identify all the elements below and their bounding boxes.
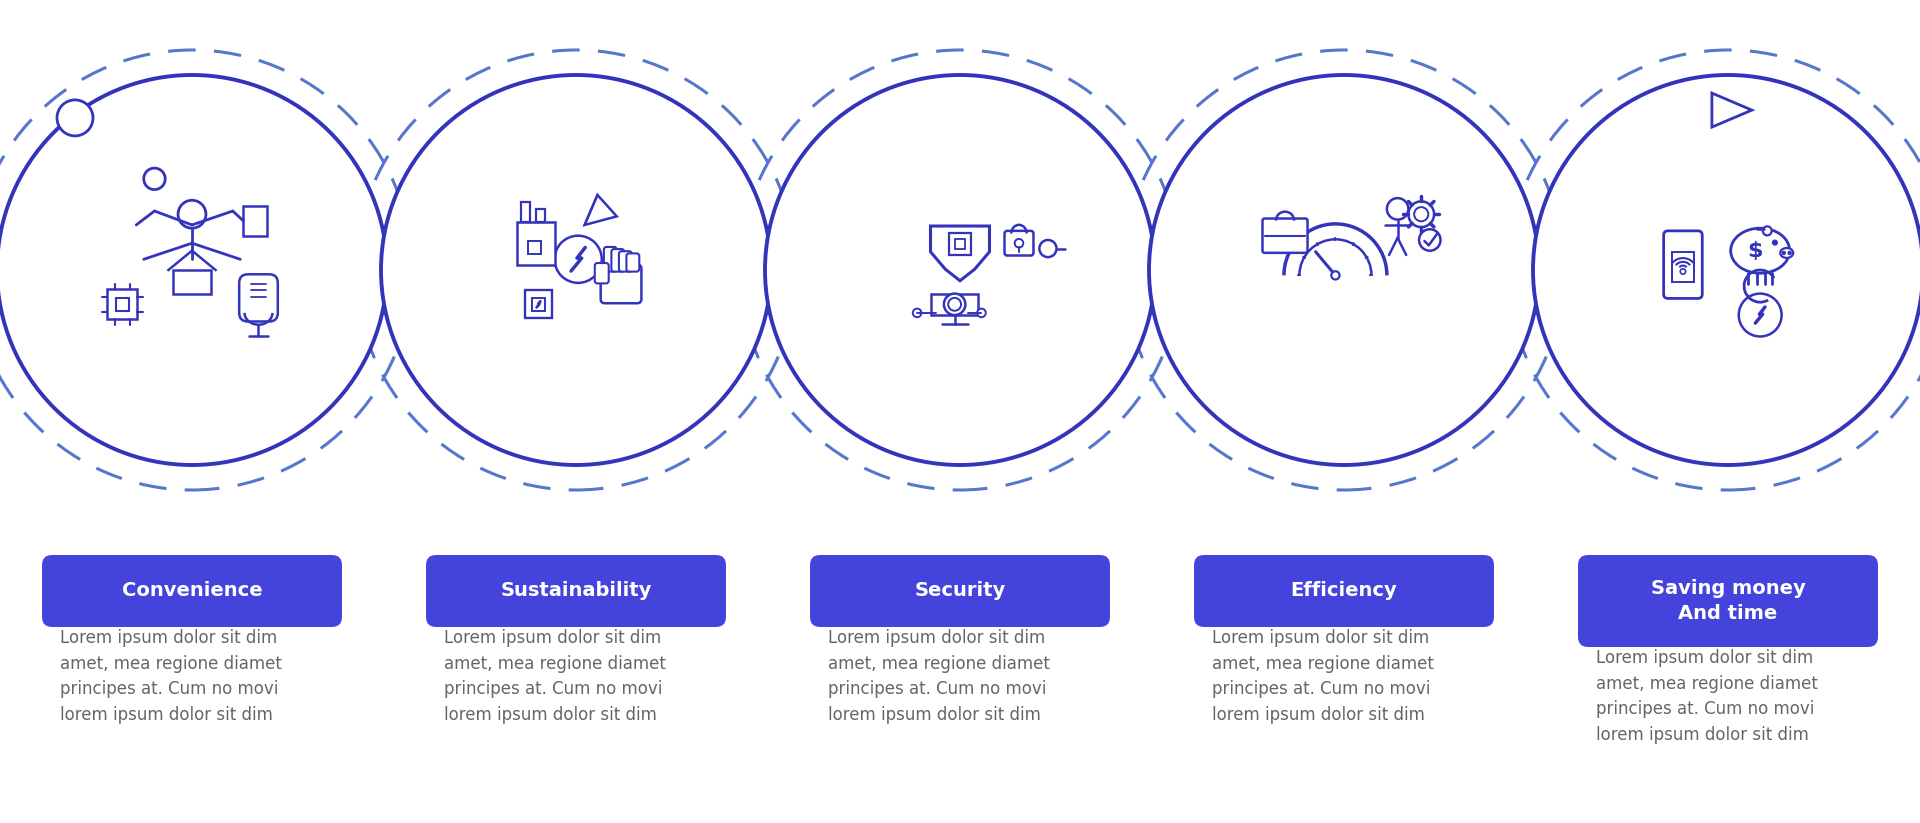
Ellipse shape [1763, 226, 1772, 235]
Circle shape [1014, 239, 1023, 248]
Circle shape [179, 200, 205, 228]
Circle shape [1419, 230, 1440, 251]
Circle shape [912, 309, 922, 317]
FancyBboxPatch shape [42, 555, 342, 627]
Circle shape [1772, 240, 1778, 245]
Polygon shape [1713, 93, 1751, 127]
Bar [173, 270, 211, 294]
Polygon shape [60, 270, 324, 411]
Ellipse shape [1780, 248, 1793, 258]
Polygon shape [584, 195, 616, 225]
Polygon shape [831, 270, 1096, 407]
FancyBboxPatch shape [810, 555, 1110, 627]
Text: Sustainability: Sustainability [501, 582, 651, 601]
FancyBboxPatch shape [1263, 219, 1308, 253]
Bar [536, 209, 545, 221]
Circle shape [555, 235, 601, 283]
Text: Saving money
And time: Saving money And time [1651, 579, 1805, 623]
FancyBboxPatch shape [605, 247, 616, 272]
Text: Efficiency: Efficiency [1290, 582, 1398, 601]
FancyBboxPatch shape [611, 249, 624, 272]
Circle shape [948, 298, 962, 311]
Polygon shape [1703, 129, 1868, 411]
Text: Security: Security [914, 582, 1006, 601]
FancyBboxPatch shape [1578, 555, 1878, 647]
Polygon shape [1208, 270, 1484, 411]
Circle shape [1409, 202, 1434, 227]
FancyBboxPatch shape [240, 274, 278, 322]
Bar [954, 239, 966, 249]
Text: Lorem ipsum dolor sit dim
amet, mea regione diamet
principes at. Cum no movi
lor: Lorem ipsum dolor sit dim amet, mea regi… [1596, 649, 1818, 744]
Circle shape [1782, 252, 1786, 254]
Circle shape [58, 100, 92, 136]
Bar [1672, 252, 1693, 282]
FancyBboxPatch shape [1194, 555, 1494, 627]
FancyBboxPatch shape [618, 251, 632, 272]
Circle shape [0, 75, 388, 465]
Bar [244, 206, 267, 235]
Bar [532, 298, 545, 310]
Circle shape [1680, 269, 1686, 274]
Circle shape [1415, 207, 1428, 221]
FancyBboxPatch shape [1004, 231, 1033, 255]
FancyBboxPatch shape [1663, 231, 1703, 299]
Text: Lorem ipsum dolor sit dim
amet, mea regione diamet
principes at. Cum no movi
lor: Lorem ipsum dolor sit dim amet, mea regi… [444, 629, 666, 724]
Circle shape [1331, 272, 1340, 280]
Text: Convenience: Convenience [121, 582, 263, 601]
Circle shape [1788, 252, 1791, 254]
Text: $: $ [1747, 240, 1763, 261]
Text: Lorem ipsum dolor sit dim
amet, mea regione diamet
principes at. Cum no movi
lor: Lorem ipsum dolor sit dim amet, mea regi… [1212, 629, 1434, 724]
Polygon shape [960, 202, 1096, 270]
Circle shape [764, 75, 1156, 465]
Bar [528, 241, 541, 254]
Circle shape [1148, 75, 1540, 465]
Circle shape [1740, 294, 1782, 337]
Circle shape [977, 309, 985, 317]
Circle shape [1532, 75, 1920, 465]
Bar [115, 298, 129, 311]
Bar [948, 233, 972, 255]
FancyBboxPatch shape [595, 263, 609, 283]
Circle shape [144, 168, 165, 189]
Circle shape [1039, 240, 1056, 257]
Bar [516, 221, 555, 265]
Bar [524, 291, 553, 319]
Ellipse shape [1730, 228, 1789, 273]
Text: Lorem ipsum dolor sit dim
amet, mea regione diamet
principes at. Cum no movi
lor: Lorem ipsum dolor sit dim amet, mea regi… [60, 629, 282, 724]
FancyBboxPatch shape [626, 253, 639, 272]
Text: Lorem ipsum dolor sit dim
amet, mea regione diamet
principes at. Cum no movi
lor: Lorem ipsum dolor sit dim amet, mea regi… [828, 629, 1050, 724]
Polygon shape [505, 129, 716, 392]
FancyBboxPatch shape [601, 265, 641, 303]
Bar [522, 202, 530, 221]
FancyBboxPatch shape [426, 555, 726, 627]
Circle shape [380, 75, 772, 465]
Circle shape [1386, 198, 1409, 220]
Circle shape [945, 294, 966, 315]
Polygon shape [931, 226, 989, 281]
Bar [931, 294, 977, 315]
Bar [108, 290, 138, 319]
